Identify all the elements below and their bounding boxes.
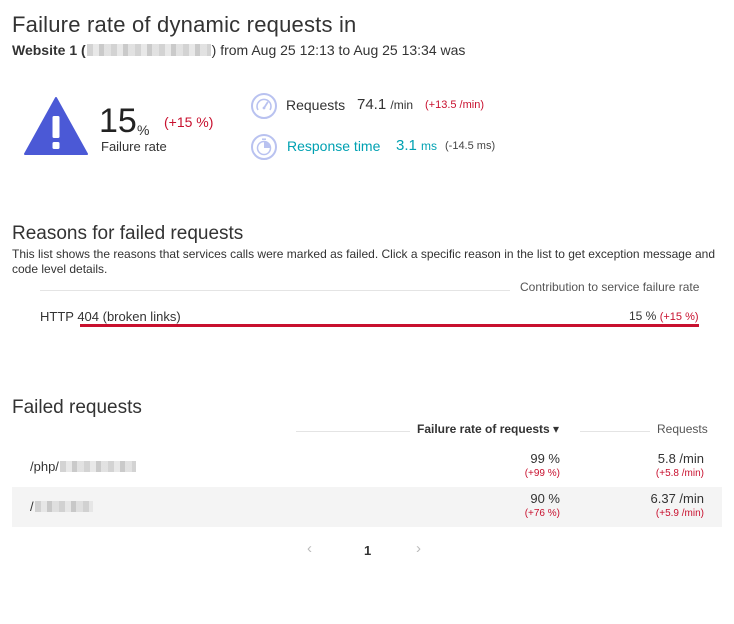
reasons-description: This list shows the reasons that service… — [12, 247, 715, 276]
request-throughput: 5.8 /min (+5.8 /min) — [655, 451, 704, 479]
header-divider — [40, 290, 510, 291]
stopwatch-icon — [251, 134, 277, 160]
request-failure-rate: 99 % (+99 %) — [524, 451, 560, 479]
response-time-label[interactable]: Response time — [287, 138, 381, 154]
header-divider — [580, 431, 650, 432]
failed-requests-heading: Failed requests — [12, 397, 142, 418]
column-header-failure-rate[interactable]: Failure rate of requests ▾ — [417, 422, 560, 436]
website-name[interactable]: Website 1 — [12, 42, 78, 58]
reasons-heading: Reasons for failed requests — [12, 223, 244, 244]
table-row[interactable]: /php/ 99 % (+99 %) 5.8 /min (+5.8 /min) — [12, 447, 722, 487]
subtitle-timeframe: ) from Aug 25 12:13 to Aug 25 13:34 was — [211, 42, 466, 58]
page-title: Failure rate of dynamic requests in — [12, 12, 357, 37]
page-subtitle: Website 1 ( ) from Aug 25 12:13 to Aug 25… — [12, 42, 465, 58]
reason-contribution-fill — [80, 324, 699, 327]
subtitle-paren: ( — [77, 42, 86, 58]
redacted-path — [34, 501, 93, 512]
contribution-column-header: Contribution to service failure rate — [520, 280, 700, 294]
reason-item-value: 15 % (+15 %) — [629, 309, 699, 323]
failure-rate-value: 15 — [99, 102, 137, 140]
failure-rate-unit: % — [137, 122, 150, 138]
request-failure-rate: 90 % (+76 %) — [524, 491, 560, 519]
redacted-host — [86, 44, 211, 56]
reason-contribution-bar[interactable] — [80, 324, 699, 327]
chevron-left-icon[interactable]: ‹ — [307, 540, 312, 557]
warning-triangle-icon — [23, 96, 89, 156]
speedometer-icon — [251, 93, 277, 119]
requests-delta: (+13.5 /min) — [425, 99, 484, 111]
header-divider — [296, 431, 410, 432]
failure-rate-label: Failure rate — [101, 139, 167, 154]
redacted-path — [59, 461, 136, 472]
page-number[interactable]: 1 — [364, 543, 372, 558]
response-time-value: 3.1 ms — [396, 137, 438, 154]
failure-rate-delta: (+15 %) — [164, 114, 214, 130]
table-row[interactable]: / 90 % (+76 %) 6.37 /min (+5.9 /min) — [12, 487, 722, 527]
request-throughput: 6.37 /min (+5.9 /min) — [650, 491, 704, 519]
response-time-delta: (-14.5 ms) — [445, 140, 496, 152]
requests-label: Requests — [286, 97, 346, 113]
request-name: /php/ — [30, 459, 137, 474]
reason-item-label[interactable]: HTTP 404 (broken links) — [40, 309, 181, 324]
chevron-right-icon[interactable]: › — [416, 540, 421, 557]
request-name: / — [30, 499, 94, 514]
column-header-requests[interactable]: Requests — [657, 422, 708, 436]
requests-value: 74.1 /min — [357, 96, 414, 113]
